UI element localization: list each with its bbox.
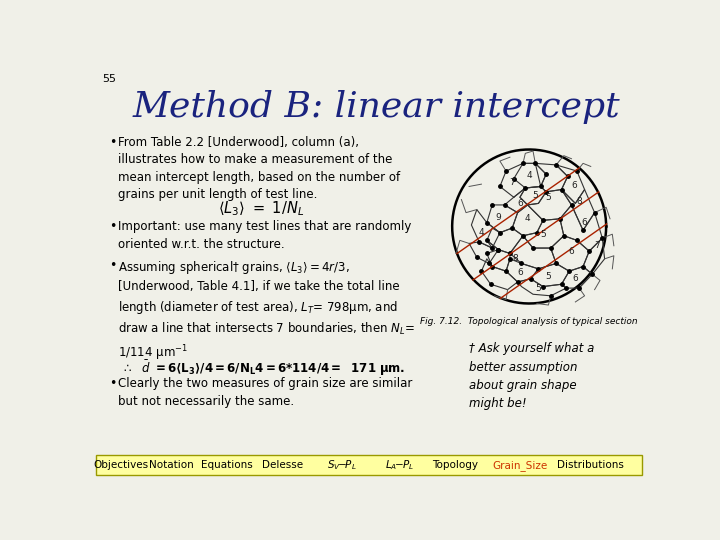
Text: 5: 5 [540, 230, 546, 239]
Text: Clearly the two measures of grain size are similar
but not necessarily the same.: Clearly the two measures of grain size a… [118, 377, 413, 408]
Text: From Table 2.2 [Underwood], column (a),
illustrates how to make a measurement of: From Table 2.2 [Underwood], column (a), … [118, 136, 400, 201]
FancyBboxPatch shape [96, 455, 642, 475]
Text: 6: 6 [569, 247, 575, 255]
Text: Grain_Size: Grain_Size [492, 460, 547, 471]
Text: 8: 8 [513, 254, 518, 264]
Text: 7: 7 [509, 178, 515, 187]
Text: $\therefore$  $\mathit{\bar{d}}$ $\mathbf{= 6\langle L_3\rangle/4 = 6/N_L4 = 6{*: $\therefore$ $\mathit{\bar{d}}$ $\mathbf… [121, 359, 405, 379]
Text: Important: use many test lines that are randomly
oriented w.r.t. the structure.: Important: use many test lines that are … [118, 220, 411, 251]
Text: $L_A\!\!-\!\!P_L$: $L_A\!\!-\!\!P_L$ [385, 458, 414, 472]
Text: 4: 4 [526, 171, 532, 180]
Text: 6: 6 [517, 268, 523, 277]
Text: Assuming spherical† grains, $\langle L_3\rangle = 4r/3$,
[Underwood, Table 4.1],: Assuming spherical† grains, $\langle L_3… [118, 259, 415, 363]
Text: 5: 5 [546, 272, 552, 281]
Text: 5: 5 [536, 284, 541, 293]
Text: Notation: Notation [149, 460, 194, 470]
Text: 5: 5 [533, 191, 538, 200]
Text: 7: 7 [594, 241, 600, 250]
Text: 4: 4 [479, 228, 485, 237]
Text: † Ask yourself what a
better assumption
about grain shape
might be!: † Ask yourself what a better assumption … [469, 342, 595, 410]
Text: •: • [109, 377, 116, 390]
Text: Delesse: Delesse [262, 460, 303, 470]
Text: 6: 6 [582, 218, 588, 227]
Text: 6: 6 [517, 199, 523, 208]
Text: Distributions: Distributions [557, 460, 624, 470]
Text: 6: 6 [571, 181, 577, 190]
Text: 4: 4 [525, 214, 531, 224]
Text: •: • [109, 259, 116, 272]
Text: •: • [109, 220, 116, 233]
Text: $S_V\!\!-\!\!P_L$: $S_V\!\!-\!\!P_L$ [327, 458, 357, 472]
Text: Objectives: Objectives [94, 460, 148, 470]
Text: $\langle L_3\rangle\ =\ 1/N_L$: $\langle L_3\rangle\ =\ 1/N_L$ [218, 200, 305, 218]
Text: 5: 5 [546, 193, 552, 202]
Text: 9: 9 [495, 213, 501, 222]
Text: •: • [109, 136, 116, 148]
Text: Topology: Topology [432, 460, 478, 470]
Text: 8: 8 [576, 197, 582, 206]
Text: Method B: linear intercept: Method B: linear intercept [133, 90, 621, 124]
Text: 6: 6 [572, 274, 578, 284]
Text: Equations: Equations [201, 460, 253, 470]
Text: 55: 55 [102, 74, 117, 84]
Text: Fig. 7.12.  Topological analysis of typical section: Fig. 7.12. Topological analysis of typic… [420, 318, 638, 326]
